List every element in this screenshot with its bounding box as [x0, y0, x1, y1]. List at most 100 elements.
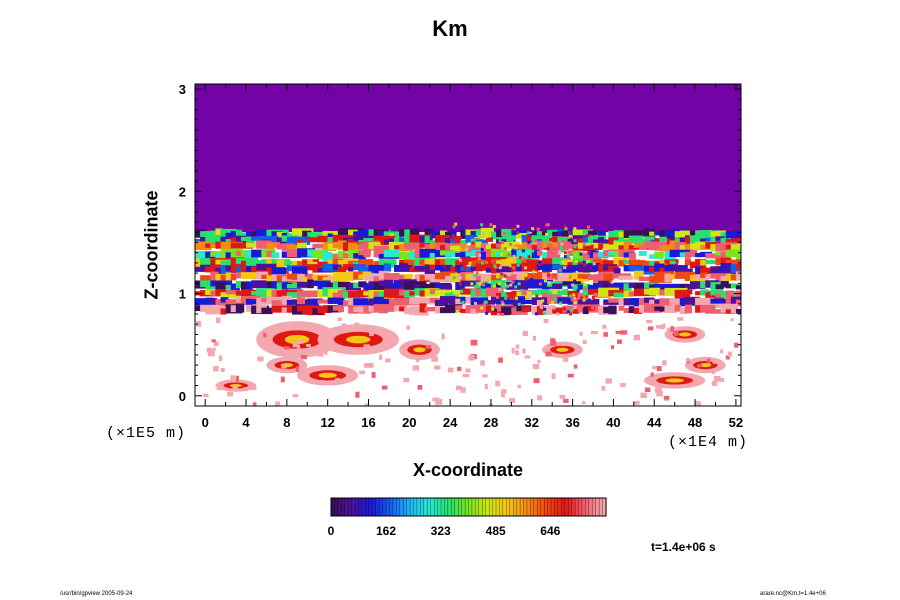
- field-cell: [363, 344, 370, 350]
- field-cell: [577, 292, 586, 299]
- field-cell: [538, 260, 542, 264]
- field-cell: [271, 243, 281, 248]
- field-cell: [458, 258, 462, 262]
- field-cell: [333, 347, 337, 352]
- field-cell: [353, 271, 363, 280]
- field-cell: [552, 306, 556, 310]
- field-cell: [337, 305, 344, 313]
- field-cell: [521, 249, 541, 258]
- field-cell: [552, 242, 558, 248]
- field-cell: [700, 238, 708, 245]
- chart-title: Km: [432, 16, 468, 41]
- field-cell: [484, 383, 488, 390]
- field-cell: [207, 350, 215, 357]
- field-cell: [276, 259, 285, 268]
- field-cell: [514, 296, 518, 300]
- field-cell: [656, 366, 662, 372]
- field-cell: [485, 237, 493, 242]
- field-cell: [341, 323, 347, 327]
- field-cell: [713, 375, 721, 382]
- time-label: t=1.4e+06 s: [651, 540, 716, 554]
- field-cell: [232, 385, 239, 390]
- field-cell: [268, 346, 274, 351]
- field-cell: [441, 333, 445, 340]
- field-cell: [562, 305, 579, 313]
- field-cell: [460, 266, 476, 271]
- field-cell: [559, 301, 563, 305]
- field-cell: [462, 232, 466, 236]
- colorbar-swatch: [595, 497, 600, 517]
- field-cell: [210, 298, 218, 304]
- field-cell: [470, 282, 474, 286]
- field-cell: [593, 259, 608, 265]
- field-cell: [460, 243, 466, 251]
- field-cell: [458, 276, 462, 280]
- field-cell: [553, 297, 557, 301]
- field-cell: [705, 309, 729, 314]
- colorbar-frame: [330, 497, 607, 517]
- field-cell: [562, 281, 582, 286]
- field-cell: [543, 318, 549, 324]
- field-cell: [512, 254, 516, 258]
- field-cell: [735, 271, 741, 281]
- field-cell: [532, 270, 536, 274]
- field-cell: [567, 373, 574, 378]
- colorbar-swatch: [365, 497, 370, 517]
- colorbar-swatch: [341, 497, 346, 517]
- colorbar-swatch: [502, 497, 507, 517]
- colorbar-swatch: [406, 497, 411, 517]
- field-cell: [468, 249, 472, 253]
- field-cell: [613, 250, 620, 258]
- field-cell: [460, 387, 466, 393]
- field-cell: [581, 401, 586, 405]
- field-cell: [195, 251, 215, 260]
- field-cell: [560, 260, 564, 264]
- field-cell: [337, 298, 345, 307]
- field-cell: [450, 237, 454, 241]
- field-cell: [516, 263, 520, 267]
- x-axis: 0 4 8 12 16 20 24 28 32 36 40 44 48 52: [202, 84, 743, 430]
- field-cell: [710, 289, 724, 296]
- field-cell: [603, 260, 618, 265]
- x-tick-label: 20: [402, 415, 416, 430]
- field-cell: [546, 247, 550, 251]
- field-cell: [521, 299, 542, 304]
- field-cell: [490, 274, 502, 283]
- colorbar-swatch: [427, 497, 432, 517]
- field-cell: [573, 239, 577, 243]
- field-cell: [586, 254, 590, 258]
- field-cell: [536, 306, 545, 315]
- field-cell: [297, 248, 316, 258]
- field-cell: [497, 282, 501, 286]
- field-cell: [480, 228, 484, 232]
- field-cell: [700, 259, 707, 266]
- field-cell: [558, 251, 562, 255]
- field-cell: [719, 377, 725, 382]
- field-cell: [603, 243, 609, 249]
- field-cell: [543, 279, 547, 283]
- field-cell: [480, 223, 484, 227]
- field-cell: [451, 234, 455, 238]
- field-cell: [246, 250, 255, 258]
- field-cell: [582, 283, 590, 291]
- field-cell: [725, 244, 735, 250]
- colorbar-swatch: [537, 497, 542, 517]
- field-cell: [210, 251, 221, 257]
- field-cell: [240, 260, 248, 268]
- field-cell: [512, 266, 516, 270]
- field-cell: [297, 297, 305, 305]
- field-cell: [725, 239, 736, 244]
- field-cell: [735, 299, 741, 307]
- field-cell: [559, 395, 566, 399]
- field-cell: [373, 266, 384, 274]
- field-cell: [302, 282, 310, 287]
- field-cell: [559, 273, 563, 277]
- field-cell: [299, 339, 304, 343]
- field-cell: [720, 251, 727, 257]
- colorbar-swatch: [378, 497, 384, 517]
- field-cell: [531, 249, 535, 253]
- field-cell: [582, 339, 587, 345]
- field-blob: [678, 332, 691, 337]
- field-cell: [477, 290, 481, 294]
